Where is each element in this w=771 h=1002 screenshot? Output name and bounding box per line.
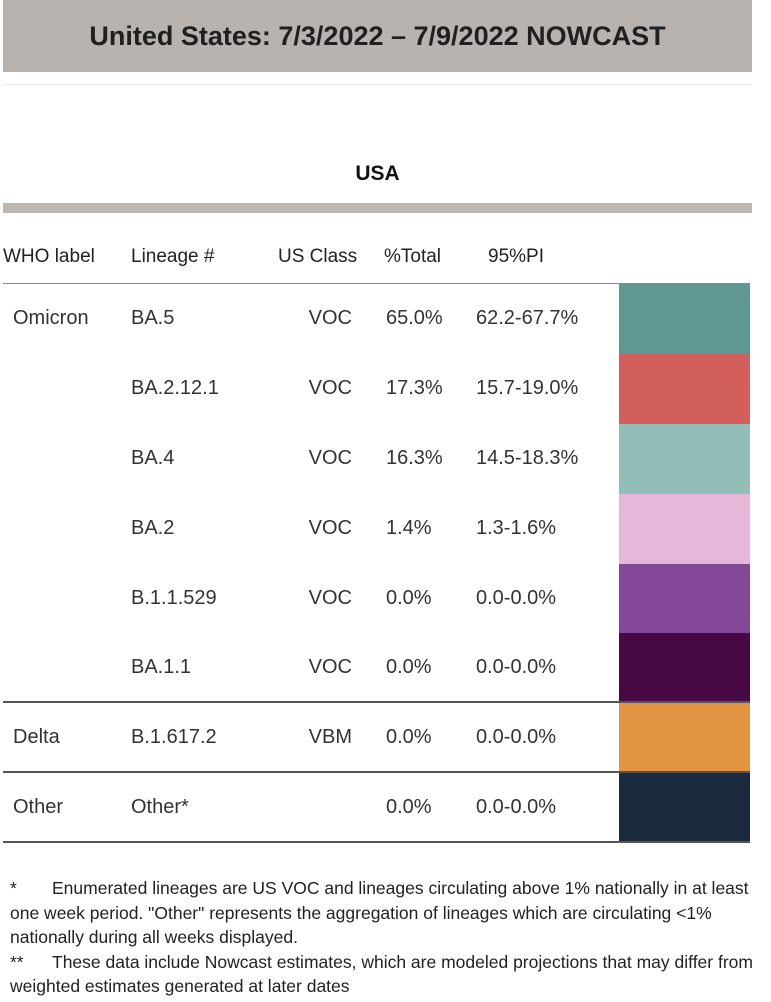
pct-total-cell: 16.3% [386, 447, 443, 469]
table-row: BA.1.1 VOC 0.0% 0.0-0.0% [0, 633, 771, 703]
pct-total-cell: 1.4% [386, 517, 432, 539]
footnote-2-text: These data include Nowcast estimates, wh… [10, 951, 753, 997]
title-divider [3, 72, 752, 85]
lineage-cell: Other* [131, 796, 189, 818]
table-bottom-border [3, 841, 750, 843]
group-divider [3, 701, 750, 703]
pct-total-cell: 0.0% [386, 796, 432, 818]
footnote-1: * Enumerated lineages are US VOC and line… [10, 876, 755, 950]
lineage-cell: B.1.1.529 [131, 587, 217, 609]
lineage-color-swatch [619, 633, 750, 703]
pi-cell: 0.0-0.0% [476, 587, 557, 609]
who-label-cell: Other [13, 796, 64, 818]
pct-total-cell: 0.0% [386, 587, 432, 609]
column-header-us-class: US Class [278, 246, 358, 267]
who-label-cell: Omicron [13, 307, 89, 329]
us-class-cell: VOC [308, 377, 352, 399]
lineage-color-swatch [619, 564, 750, 634]
pct-total-cell: 17.3% [386, 377, 443, 399]
lineage-color-swatch [619, 354, 750, 424]
us-class-cell: VOC [308, 587, 352, 609]
lineage-cell: BA.2 [131, 517, 175, 539]
lineage-cell: BA.4 [131, 447, 175, 469]
footnotes: * Enumerated lineages are US VOC and line… [10, 876, 755, 999]
pi-cell: 15.7-19.0% [476, 377, 579, 399]
who-label-cell: Delta [13, 726, 60, 748]
group-divider [3, 771, 750, 773]
title-bar: United States: 7/3/2022 – 7/9/2022 NOWCA… [3, 0, 752, 72]
column-header-pct-total: %Total [384, 246, 442, 267]
table-row: B.1.1.529 VOC 0.0% 0.0-0.0% [0, 564, 771, 634]
pct-total-cell: 65.0% [386, 307, 443, 329]
us-class-cell: VOC [308, 517, 352, 539]
us-class-cell: VOC [308, 656, 352, 678]
pi-cell: 14.5-18.3% [476, 447, 579, 469]
footnote-2-marker: ** [10, 951, 24, 972]
lineage-cell: B.1.617.2 [131, 726, 217, 748]
pct-total-cell: 0.0% [386, 656, 432, 678]
footnote-1-text: Enumerated lineages are US VOC and linea… [10, 878, 749, 947]
page-title: United States: 7/3/2022 – 7/9/2022 NOWCA… [89, 20, 666, 51]
footnote-2: ** These data include Nowcast estimates, … [10, 950, 755, 999]
table-row: Other Other* 0.0% 0.0-0.0% [0, 773, 771, 843]
column-header-lineage: Lineage # [131, 246, 215, 267]
us-class-cell: VOC [308, 447, 352, 469]
region-heading: USA [355, 162, 400, 185]
us-class-cell: VOC [308, 307, 352, 329]
pi-cell: 0.0-0.0% [476, 796, 557, 818]
table-row: BA.2.12.1 VOC 17.3% 15.7-19.0% [0, 354, 771, 424]
table-row: BA.2 VOC 1.4% 1.3-1.6% [0, 494, 771, 564]
lineage-color-swatch [619, 424, 750, 494]
lineage-color-swatch [619, 703, 750, 773]
table-row: BA.4 VOC 16.3% 14.5-18.3% [0, 424, 771, 494]
footnote-1-marker: * [10, 878, 17, 898]
lineage-cell: BA.2.12.1 [131, 377, 219, 399]
pi-cell: 0.0-0.0% [476, 656, 557, 678]
lineage-color-swatch [619, 494, 750, 564]
lineage-cell: BA.1.1 [131, 656, 192, 678]
table-row: Omicron BA.5 VOC 65.0% 62.2-67.7% [0, 284, 771, 354]
region-divider-bar [3, 203, 752, 213]
column-header-95pi: 95%PI [488, 246, 544, 267]
pi-cell: 1.3-1.6% [476, 517, 557, 539]
lineage-cell: BA.5 [131, 307, 175, 329]
pct-total-cell: 0.0% [386, 726, 432, 748]
table-row: Delta B.1.617.2 VBM 0.0% 0.0-0.0% [0, 703, 771, 773]
column-header-who-label: WHO label [3, 246, 95, 267]
lineage-color-swatch [619, 773, 750, 843]
pi-cell: 0.0-0.0% [476, 726, 557, 748]
pi-cell: 62.2-67.7% [476, 307, 579, 329]
us-class-cell: VBM [308, 726, 352, 748]
lineage-color-swatch [619, 284, 750, 354]
header-divider [3, 283, 750, 284]
